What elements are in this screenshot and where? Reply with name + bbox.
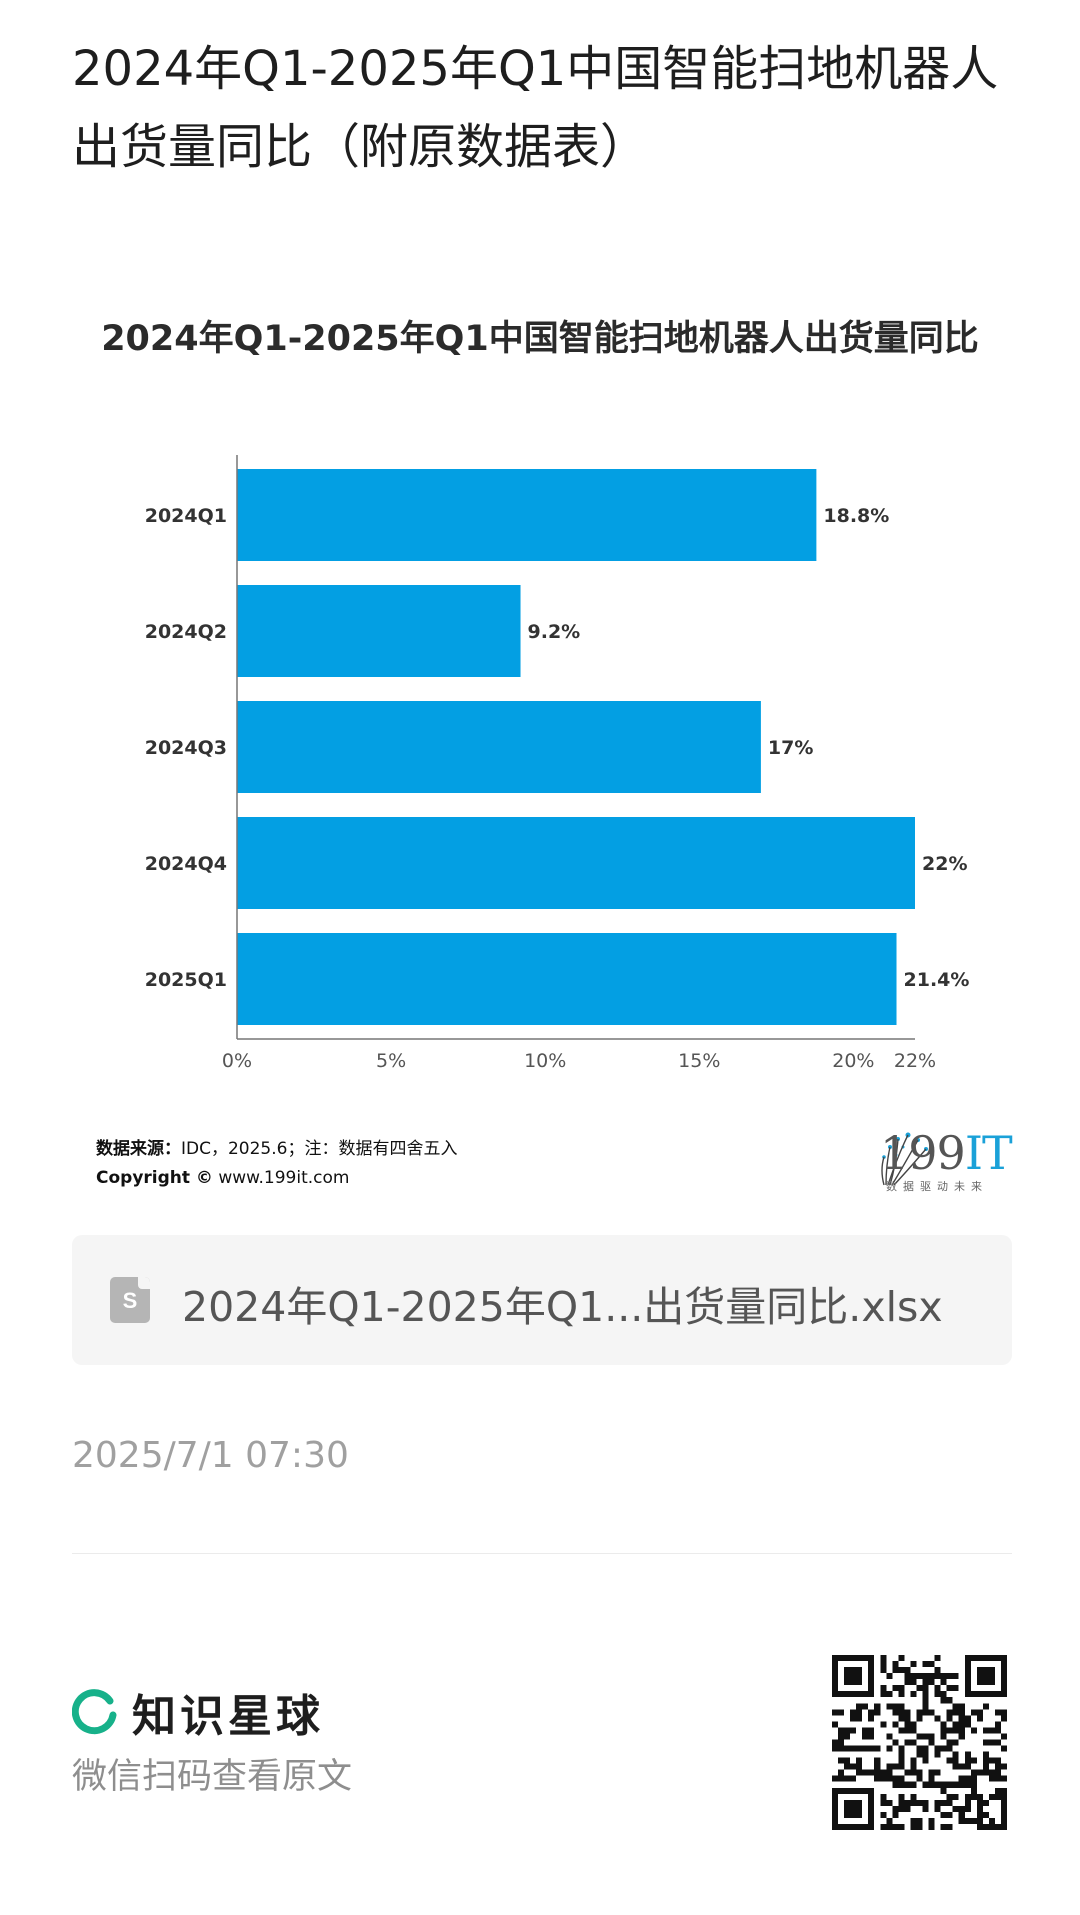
category-label-2024Q3: 2024Q3 bbox=[145, 737, 227, 759]
bar-2024Q1 bbox=[237, 469, 817, 561]
bar-2024Q2 bbox=[237, 585, 521, 677]
logo-wordmark: 199IT bbox=[880, 1126, 1013, 1180]
spreadsheet-file-icon: S bbox=[110, 1277, 150, 1323]
attachment-card[interactable]: S 2024年Q1-2025年Q1...出货量同比.xlsx bbox=[72, 1235, 1012, 1365]
x-tick-label: 22% bbox=[894, 1050, 936, 1072]
data-label-2025Q1: 21.4% bbox=[904, 969, 970, 991]
divider bbox=[72, 1553, 1012, 1554]
category-label-2024Q2: 2024Q2 bbox=[145, 621, 227, 643]
copyright-label: Copyright © bbox=[96, 1168, 213, 1188]
source-text: IDC，2025.6；注：数据有四舍五入 bbox=[181, 1139, 458, 1159]
brand-name: 知识星球 bbox=[132, 1691, 324, 1742]
x-tick-label: 10% bbox=[524, 1050, 566, 1072]
category-label-2024Q4: 2024Q4 bbox=[145, 853, 227, 875]
logo-tagline: 数据驱动未来 bbox=[886, 1180, 988, 1193]
scan-hint: 微信扫码查看原文 bbox=[72, 1757, 353, 1797]
data-label-2024Q4: 22% bbox=[922, 853, 967, 875]
brand-row: 知识星球 bbox=[72, 1680, 324, 1744]
post-timestamp: 2025/7/1 07:30 bbox=[72, 1435, 349, 1476]
source-label: 数据来源： bbox=[96, 1139, 181, 1159]
x-tick-label: 15% bbox=[678, 1050, 720, 1072]
category-label-2025Q1: 2025Q1 bbox=[145, 969, 227, 991]
bar-2024Q3 bbox=[237, 701, 761, 793]
attachment-file-name[interactable]: 2024年Q1-2025年Q1...出货量同比.xlsx bbox=[182, 1283, 943, 1331]
category-label-2024Q1: 2024Q1 bbox=[145, 505, 227, 527]
page-title: 2024年Q1-2025年Q1中国智能扫地机器人出货量同比（附原数据表） bbox=[72, 41, 999, 175]
x-tick-label: 20% bbox=[832, 1050, 874, 1072]
qr-code-icon[interactable] bbox=[832, 1655, 1007, 1830]
zsxq-logo-icon bbox=[72, 1689, 117, 1735]
bar-chart: 18.8% 2024Q1 9.2% 2024Q2 17% 2024Q3 22% 2024Q4 2… bbox=[145, 455, 970, 1072]
bar-2024Q4 bbox=[237, 817, 915, 909]
data-label-2024Q1: 18.8% bbox=[823, 505, 889, 527]
data-label-2024Q3: 17% bbox=[768, 737, 813, 759]
dandelion-logo-icon bbox=[881, 1132, 928, 1186]
bar-2025Q1 bbox=[237, 933, 897, 1025]
chart-source: 数据来源：IDC，2025.6；注：数据有四舍五入 Copyright © ww… bbox=[96, 1135, 457, 1193]
x-tick-label: 0% bbox=[222, 1050, 252, 1072]
copyright-url: www.199it.com bbox=[218, 1168, 350, 1188]
chart-title: 2024年Q1-2025年Q1中国智能扫地机器人出货量同比 bbox=[101, 319, 979, 359]
data-label-2024Q2: 9.2% bbox=[528, 621, 581, 643]
x-tick-label: 5% bbox=[376, 1050, 406, 1072]
